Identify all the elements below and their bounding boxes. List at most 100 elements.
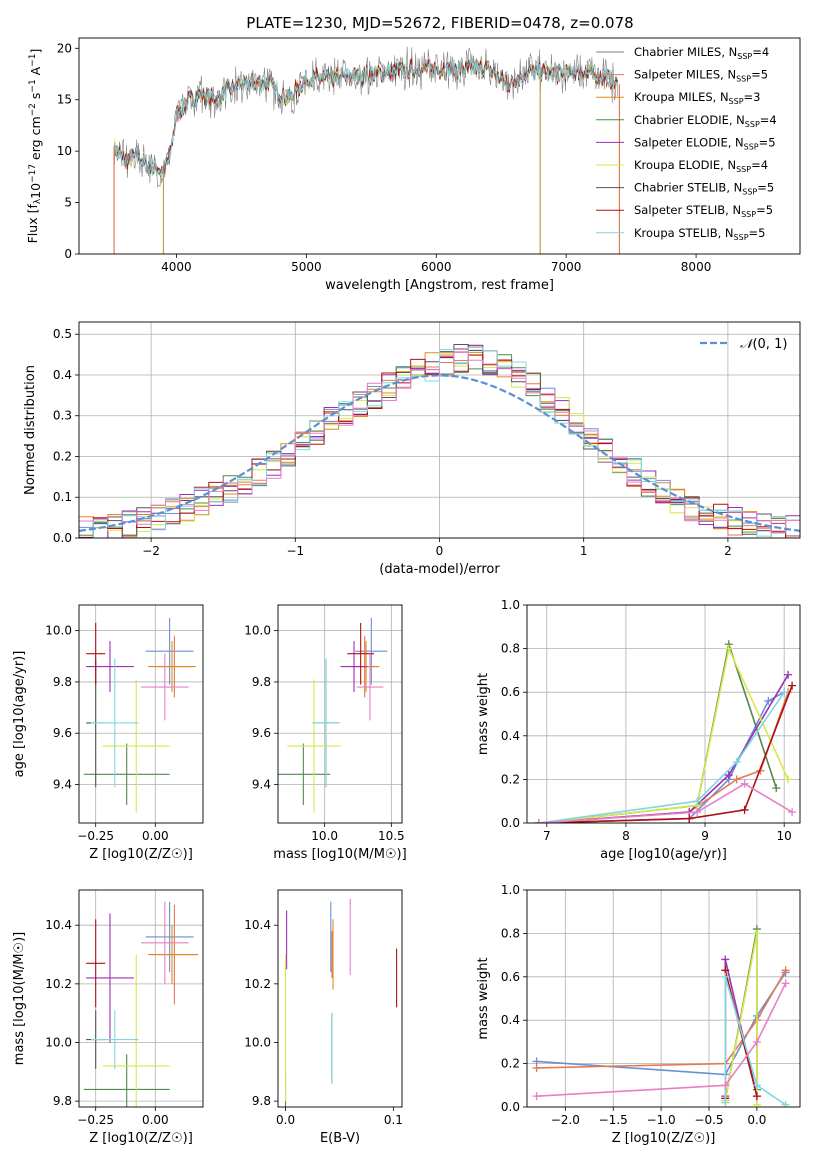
legend-label: Kroupa STELIB, NSSP=5	[634, 226, 765, 242]
axes-frame	[78, 604, 204, 824]
y-tick-label: 9.8	[252, 1094, 271, 1108]
weight-marker	[764, 696, 773, 705]
legend-text: Salpeter MILES, N	[634, 68, 736, 82]
legend-sub: SSP	[736, 75, 751, 84]
x-tick-label: 8	[622, 829, 630, 843]
x-tick-label: −2.0	[551, 1113, 580, 1127]
weight-marker	[780, 688, 789, 697]
legend-label: Chabrier STELIB, NSSP=5	[634, 181, 774, 197]
y-tick-label: 0.8	[501, 926, 520, 940]
y-tick-label: 1.0	[501, 883, 520, 897]
y-tick-label: 0.2	[53, 449, 72, 463]
weight-marker	[752, 1100, 761, 1107]
y-axis-label: Flux [fλ10−17 erg cm−2 s−1 A−1]	[25, 49, 43, 244]
y-tick-label: 0	[64, 247, 72, 261]
x-tick-label: 6000	[421, 260, 452, 274]
plot-area	[284, 898, 398, 1107]
y-tick-label: 0.4	[53, 368, 72, 382]
legend-sub: SSP	[734, 233, 749, 242]
legend-label: Salpeter STELIB, NSSP=5	[634, 203, 773, 219]
gaussian-curve	[79, 374, 800, 532]
y-tick-label: 9.4	[252, 778, 271, 792]
x-tick-label: 10.0	[311, 829, 338, 843]
y-tick-label: 5	[64, 196, 72, 210]
weight-marker	[721, 1081, 730, 1090]
chart-residuals: −2 −1 0 1 2 0.0 0.1 0.2 0.3 0.4 0.5 (data-model)/er…	[23, 321, 801, 577]
weight-line	[536, 969, 787, 1069]
weight-marker	[788, 681, 797, 690]
weight-marker	[784, 775, 793, 784]
legend-text: Kroupa STELIB, N	[634, 226, 734, 240]
label-part: −17	[28, 164, 38, 183]
label-part: s	[28, 93, 43, 104]
axes-frame	[526, 604, 801, 824]
y-tick-label: 9.8	[53, 1094, 72, 1108]
y-tick-label: 9.6	[252, 726, 271, 740]
weight-marker	[752, 1037, 761, 1046]
figure-title: PLATE=1230, MJD=52672, FIBERID=0478, z=0…	[246, 14, 633, 32]
axes-frame	[78, 37, 801, 255]
y-tick-label: 15	[57, 93, 72, 107]
weight-marker	[732, 757, 741, 766]
weight-marker	[752, 929, 761, 938]
axes-frame	[78, 321, 801, 539]
plot-area	[532, 925, 790, 1107]
label-part: −2	[28, 103, 38, 116]
x-tick-label: 1	[580, 544, 588, 558]
label-part: −1	[28, 54, 38, 67]
weight-line	[538, 782, 793, 823]
weight-marker	[724, 644, 733, 653]
y-tick-label: 0.5	[53, 327, 72, 341]
x-tick-label: 9	[701, 829, 709, 843]
legend-text: =4	[760, 113, 777, 127]
y-tick-label: 0.0	[53, 531, 72, 545]
x-tick-label: 0.00	[142, 829, 169, 843]
weight-marker	[693, 808, 702, 817]
x-axis-label: (data-model)/error	[379, 562, 500, 577]
y-axis-label: Normed distribution	[23, 365, 38, 495]
chart-ebv-mass: 0.0 0.1 9.8 10.0 10.2 10.4 E(B-V)	[244, 889, 403, 1146]
chart-mass-age: 10.0 10.5 9.4 9.6 9.8 10.0 mass [log10(M/M☉)]	[244, 604, 407, 862]
x-tick-label: 0.0	[747, 1113, 766, 1127]
y-tick-label: 0.2	[501, 772, 520, 786]
chart-z-age: −0.25 0.00 9.4 9.6 9.8 10.0 Z [log10(Z/Z☉)] age…	[12, 604, 204, 862]
y-tick-label: 10	[57, 144, 72, 158]
legend-sub: SSP	[737, 52, 752, 61]
y-tick-label: 10.2	[45, 977, 72, 991]
legend-label: Salpeter ELODIE, NSSP=5	[634, 135, 776, 151]
x-tick-label: −0.25	[77, 829, 114, 843]
legend-text: =5	[759, 135, 776, 149]
y-tick-label: 10.4	[244, 918, 271, 932]
label-part: ]	[28, 49, 43, 54]
x-tick-label: 0	[436, 544, 444, 558]
y-tick-label: 9.8	[53, 675, 72, 689]
x-tick-label: 4000	[161, 260, 192, 274]
weight-marker	[685, 814, 694, 823]
x-tick-label: 5000	[291, 260, 322, 274]
y-tick-label: 10.2	[244, 977, 271, 991]
weight-line	[538, 685, 793, 823]
legend-text: Chabrier MILES, N	[634, 45, 737, 59]
x-axis-label: Z [log10(Z/Z☉)]	[89, 847, 193, 862]
x-tick-label: 0.1	[384, 1113, 403, 1127]
y-tick-label: 10.0	[244, 1035, 271, 1049]
axes-frame	[526, 889, 801, 1108]
weight-marker	[781, 1100, 790, 1107]
x-axis-label: Z [log10(Z/Z☉)]	[612, 1131, 716, 1146]
x-tick-label: 0.00	[142, 1113, 169, 1127]
x-tick-label: 7000	[551, 260, 582, 274]
spectrum-line	[113, 58, 618, 178]
weight-marker	[721, 1098, 730, 1107]
legend-text: Kroupa MILES, N	[634, 90, 729, 104]
x-tick-label: 0.0	[276, 1113, 295, 1127]
legend-text: Chabrier STELIB, N	[634, 181, 742, 195]
plot-area	[79, 344, 800, 538]
plot-area	[83, 617, 196, 813]
x-axis-label: Z [log10(Z/Z☉)]	[89, 1131, 193, 1146]
legend-text: =3	[744, 90, 761, 104]
y-tick-label: 1.0	[501, 598, 520, 612]
y-tick-label: 0.3	[53, 409, 72, 423]
legend-text: Kroupa ELODIE, N	[634, 158, 736, 172]
legend-text: Salpeter STELIB, N	[634, 203, 741, 217]
